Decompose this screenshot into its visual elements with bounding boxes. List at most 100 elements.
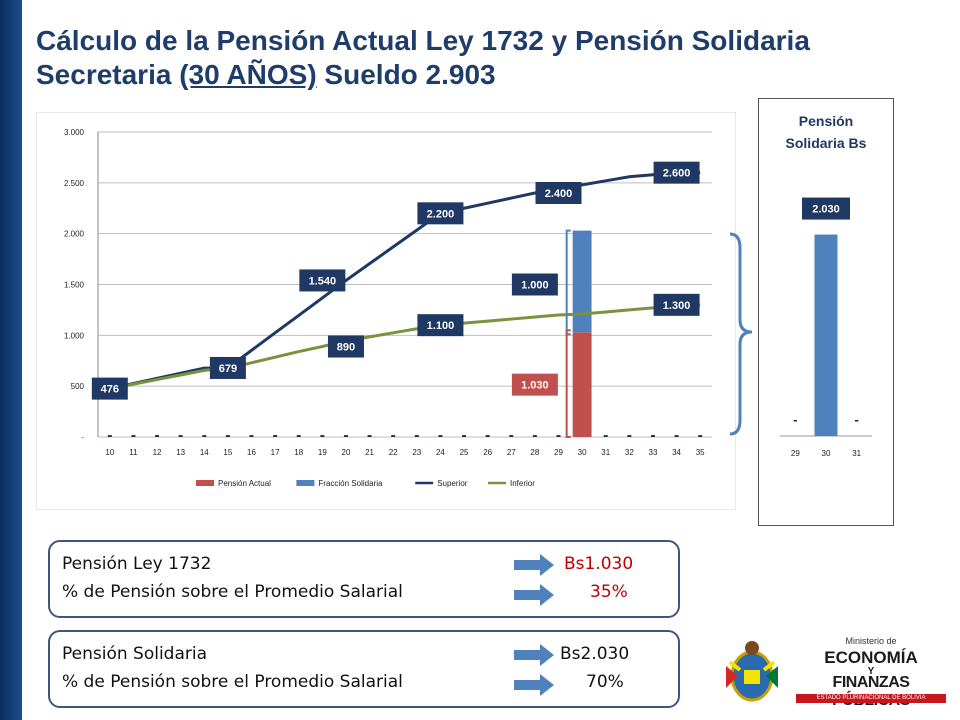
legend-label: Fracción Solidaria	[318, 479, 383, 488]
main-chart: - 500 1.000 1.500 2.000 2.500 3.000 10 11 12 13 14 1…	[36, 112, 736, 510]
legend-swatch	[196, 480, 214, 486]
y-tick-label: -	[81, 433, 84, 442]
zero-marker	[438, 435, 443, 437]
zero-marker	[296, 435, 301, 437]
zero-marker	[343, 435, 348, 437]
info-label-pension-ley: Pensión Ley 1732	[62, 554, 212, 574]
zero-marker	[509, 435, 514, 437]
x-tick-label: 16	[247, 448, 256, 457]
x-tick-label: 29	[554, 448, 563, 457]
data-label: 1.540	[309, 275, 337, 287]
x-tick-label: 15	[223, 448, 232, 457]
x-tick-label: 10	[105, 448, 114, 457]
y-tick-label: 500	[71, 382, 85, 391]
x-tick-label: 33	[649, 448, 658, 457]
zero-marker	[603, 435, 608, 437]
legend-label: Inferior	[510, 479, 535, 488]
zero-marker	[532, 435, 537, 437]
x-tick-label: 11	[129, 448, 138, 457]
data-label: 476	[101, 384, 119, 396]
data-label: 1.300	[663, 300, 691, 312]
zero-marker	[178, 435, 183, 437]
zero-marker	[698, 435, 703, 437]
x-tick-label: 17	[271, 448, 280, 457]
logo-line-4: FINANZAS PÚBLICAS	[832, 674, 910, 709]
side-chart-title-1: Pensión	[799, 113, 853, 129]
data-label: 679	[219, 363, 237, 375]
coat-of-arms-icon	[726, 641, 778, 702]
title-line-2-suffix: Sueldo 2.903	[316, 59, 496, 90]
x-tick-label: 19	[318, 448, 327, 457]
x-tick-label: 22	[389, 448, 398, 457]
zero-marker	[320, 435, 325, 437]
side-data-label: -	[793, 412, 797, 427]
line-inferior	[109, 303, 701, 391]
bar-pension-actual	[572, 332, 592, 437]
zero-marker	[627, 435, 632, 437]
x-tick-label: 13	[176, 448, 185, 457]
side-data-label: 2.030	[812, 204, 840, 216]
side-chart: Pensión Solidaria Bs 29 - 30 2.030 31 -	[758, 98, 894, 526]
x-tick-label: 21	[365, 448, 374, 457]
info-label-percent-2: % de Pensión sobre el Promedio Salarial	[62, 672, 403, 692]
arrow-right-icon	[514, 644, 554, 666]
title-line-2: Secretaria (30 AÑOS) Sueldo 2.903	[36, 58, 936, 92]
x-tick-label: 31	[601, 448, 610, 457]
y-tick-label: 1.000	[64, 331, 85, 340]
info-label-pension-solidaria: Pensión Solidaria	[62, 644, 208, 664]
info-value-percent-2: 70%	[586, 672, 624, 692]
title-line-2-underlined: (30 AÑOS)	[179, 59, 317, 90]
y-tick-label: 3.000	[64, 128, 85, 137]
logo-line-3: Y	[867, 666, 875, 677]
x-tick-label: 25	[460, 448, 469, 457]
zero-marker	[225, 435, 230, 437]
x-tick-label: 24	[436, 448, 445, 457]
data-label-box	[417, 202, 464, 225]
data-label: 2.600	[663, 168, 691, 180]
x-tick-label: 20	[342, 448, 351, 457]
side-x-tick-label: 29	[791, 449, 800, 458]
data-label-box	[535, 182, 582, 204]
data-label-box	[299, 269, 346, 292]
arrow-right-icon	[514, 554, 554, 576]
data-label-box	[209, 356, 246, 379]
data-label: 2.400	[545, 188, 573, 200]
zero-marker	[414, 435, 419, 437]
info-box-pension-ley: Pensión Ley 1732 Bs1.030 % de Pensión so…	[48, 540, 680, 618]
zero-marker	[202, 435, 207, 437]
y-tick-label: 1.500	[64, 281, 85, 290]
bar-fraccion-solidaria	[572, 230, 592, 333]
x-tick-label: 30	[578, 448, 587, 457]
connector-bracket	[729, 232, 753, 436]
info-value-pension-ley: Bs1.030	[564, 554, 634, 574]
y-tick-label: 2.500	[64, 179, 85, 188]
side-bar	[814, 234, 838, 436]
x-tick-label: 27	[507, 448, 516, 457]
zero-marker	[273, 435, 278, 437]
data-label: 1.100	[427, 320, 455, 332]
data-label-box	[91, 377, 128, 400]
zero-marker	[485, 435, 490, 437]
page-title: Cálculo de la Pensión Actual Ley 1732 y …	[36, 24, 936, 92]
data-label-box	[511, 273, 558, 296]
data-label: 890	[337, 342, 355, 354]
side-data-label: -	[854, 412, 858, 427]
side-accent-bar	[0, 0, 22, 720]
arrow-right-icon	[514, 674, 554, 696]
logo-line-1: Ministerio de	[845, 636, 897, 646]
legend-swatch	[296, 480, 315, 486]
data-label: 2.200	[427, 208, 455, 220]
logo-line-5: ESTADO PLURINACIONAL DE BOLIVIA	[796, 694, 946, 703]
x-tick-label: 26	[483, 448, 492, 457]
data-label-box	[417, 314, 464, 337]
data-label-box	[653, 161, 700, 184]
line-superior	[109, 171, 701, 391]
arrow-right-icon	[514, 584, 554, 606]
x-tick-label: 28	[530, 448, 539, 457]
x-tick-label: 12	[153, 448, 162, 457]
info-value-percent-1: 35%	[590, 582, 628, 602]
y-tick-label: 2.000	[64, 230, 85, 239]
title-line-2-prefix: Secretaria	[36, 59, 180, 90]
data-label-box	[327, 335, 364, 358]
side-x-tick-label: 30	[822, 449, 831, 458]
